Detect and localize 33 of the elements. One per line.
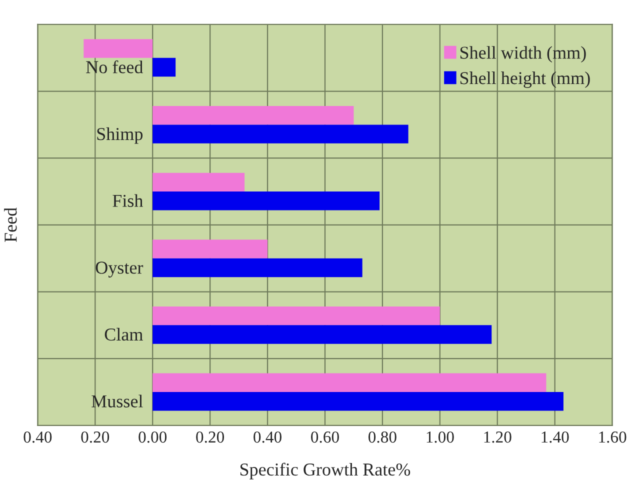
bar (152, 124, 408, 144)
y-tick-label: No feed (86, 60, 144, 74)
x-tick-label: 0.40 (24, 431, 52, 443)
bar (152, 258, 362, 278)
x-tick-label: 0.40 (254, 431, 282, 443)
x-tick-label: 1.20 (484, 431, 512, 443)
x-tick-label: 0.60 (311, 431, 339, 443)
x-tick-label: 0.80 (368, 431, 396, 443)
bar (84, 39, 153, 58)
x-tick-label: 0.20 (196, 431, 224, 443)
y-axis-title: Feed (4, 208, 17, 242)
bar (152, 106, 354, 125)
y-tick-label: Oyster (96, 262, 144, 278)
x-tick-label: 1.60 (599, 431, 626, 443)
bar (152, 306, 440, 326)
y-tick-label: Clam (104, 328, 143, 341)
x-tick-label: 0.00 (138, 431, 167, 443)
y-tick-label: Fish (112, 194, 143, 207)
legend-label: Shell height (mm) (460, 72, 590, 88)
bar (152, 240, 268, 258)
x-tick-label: 1.40 (542, 431, 569, 443)
x-axis-title: Specific Growth Rate% (240, 462, 410, 480)
legend-label: Shell width (mm) (460, 46, 586, 62)
y-tick-label: Shimp (97, 127, 143, 144)
bar (152, 373, 546, 392)
x-tick-label: 1.00 (426, 431, 454, 443)
y-tick-label: Mussel (92, 394, 143, 408)
bar (152, 325, 492, 344)
bar (152, 392, 564, 411)
bar (152, 172, 245, 192)
bar (152, 192, 380, 210)
bar (152, 58, 176, 77)
x-tick-label: 0.20 (81, 431, 110, 443)
